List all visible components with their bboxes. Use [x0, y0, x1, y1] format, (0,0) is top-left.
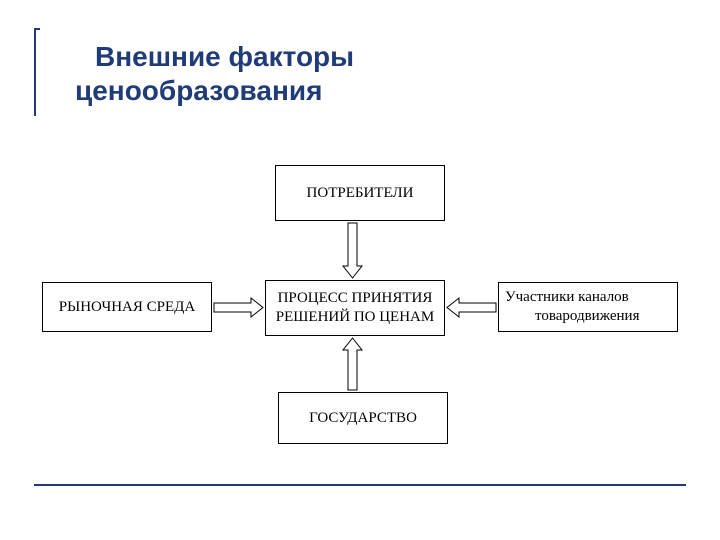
- node-pricing-process: ПРОЦЕСС ПРИНЯТИЯ РЕШЕНИЙ ПО ЦЕНАМ: [265, 280, 445, 336]
- node-label: РЫНОЧНАЯ СРЕДА: [59, 298, 195, 317]
- node-label-line: ПРОЦЕСС ПРИНЯТИЯ: [278, 290, 433, 306]
- node-label-line: РЕШЕНИЙ ПО ЦЕНАМ: [276, 309, 434, 325]
- node-label: ПОТРЕБИТЕЛИ: [307, 184, 414, 203]
- node-label: Участники каналов товародвижения: [505, 288, 640, 326]
- arrow-left-to-center: [214, 298, 263, 317]
- arrow-right-to-center: [447, 298, 496, 317]
- node-government: ГОСУДАРСТВО: [278, 392, 448, 444]
- node-label-line: товародвижения: [505, 308, 640, 324]
- page-title: Внешние факторы ценообразования: [95, 40, 354, 108]
- title-line2: ценообразования: [75, 74, 354, 108]
- node-label: ПРОЦЕСС ПРИНЯТИЯ РЕШЕНИЙ ПО ЦЕНАМ: [276, 289, 434, 327]
- node-label: ГОСУДАРСТВО: [309, 409, 417, 428]
- arrow-top-to-center: [343, 223, 362, 278]
- frame-corner-left: [34, 28, 36, 116]
- node-label-line: Участники каналов: [505, 289, 629, 305]
- node-consumers: ПОТРЕБИТЕЛИ: [275, 165, 445, 221]
- node-market-environment: РЫНОЧНАЯ СРЕДА: [42, 282, 212, 332]
- title-line1: Внешние факторы: [95, 40, 354, 74]
- node-distribution-channel-participants: Участники каналов товародвижения: [498, 282, 678, 332]
- arrow-bottom-to-center: [343, 338, 362, 390]
- frame-bottom: [34, 484, 686, 486]
- slide: Внешние факторы ценообразования ПОТРЕБИТ…: [0, 0, 720, 540]
